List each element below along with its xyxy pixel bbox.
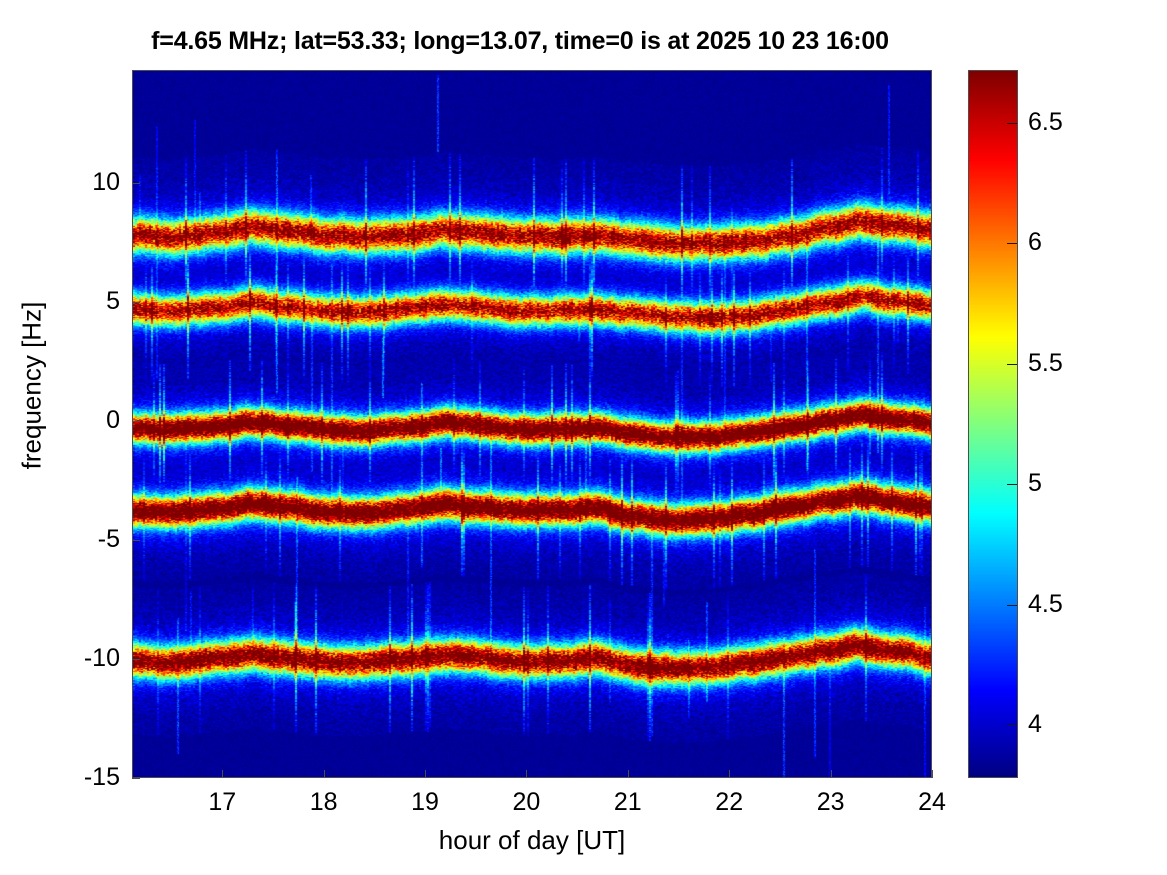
x-tick-mark: [323, 770, 325, 778]
x-tick-mark: [729, 770, 731, 778]
colorbar-tick-mark: [1007, 725, 1017, 727]
y-tick-label: -15: [83, 763, 120, 791]
x-tick-mark: [425, 770, 427, 778]
colorbar-gradient: [969, 71, 1017, 777]
colorbar-tick-mark: [1007, 604, 1017, 606]
colorbar-tick-label: 5: [1028, 469, 1042, 498]
colorbar-tick-mark: [1007, 363, 1017, 365]
page-title: f=4.65 MHz; lat=53.33; long=13.07, time=…: [151, 27, 889, 55]
y-axis-label: frequency [Hz]: [16, 301, 47, 470]
x-tick-mark: [932, 770, 933, 778]
x-tick-label: 18: [309, 788, 338, 816]
x-tick-mark: [627, 770, 629, 778]
y-tick-mark: [132, 421, 140, 423]
x-tick-mark: [526, 770, 528, 778]
y-tick-mark: [132, 302, 140, 304]
colorbar-tick-label: 4.5: [1028, 589, 1063, 618]
y-tick-mark: [132, 778, 140, 779]
x-tick-label: 24: [918, 788, 946, 816]
x-tick-label: 21: [613, 788, 642, 816]
colorbar-tick-label: 6.5: [1028, 107, 1063, 136]
colorbar-tick-label: 6: [1028, 228, 1042, 257]
colorbar-tick-label: 4: [1028, 710, 1042, 739]
x-tick-label: 20: [512, 788, 541, 816]
spectrogram-image: [133, 71, 931, 777]
y-tick-mark: [132, 540, 140, 542]
x-tick-mark: [222, 770, 224, 778]
colorbar-tick-mark: [1007, 122, 1017, 124]
colorbar: [968, 70, 1018, 778]
y-tick-label: -5: [97, 525, 120, 554]
spectrogram-axes: [132, 70, 932, 778]
y-tick-label: 5: [106, 287, 120, 316]
x-tick-label: 23: [816, 788, 845, 816]
x-axis-label: hour of day [UT]: [438, 825, 626, 855]
y-tick-label: -10: [83, 644, 120, 672]
x-tick-label: 22: [715, 788, 744, 816]
x-tick-mark: [830, 770, 832, 778]
y-tick-label: 10: [92, 168, 120, 197]
y-tick-mark: [132, 659, 140, 660]
y-tick-label: 0: [106, 406, 120, 435]
x-tick-label: 17: [208, 788, 237, 816]
colorbar-tick-label: 5.5: [1028, 348, 1063, 377]
x-tick-label: 19: [411, 788, 439, 816]
colorbar-tick-mark: [1007, 243, 1017, 245]
y-tick-mark: [132, 183, 140, 185]
colorbar-tick-mark: [1007, 484, 1017, 486]
